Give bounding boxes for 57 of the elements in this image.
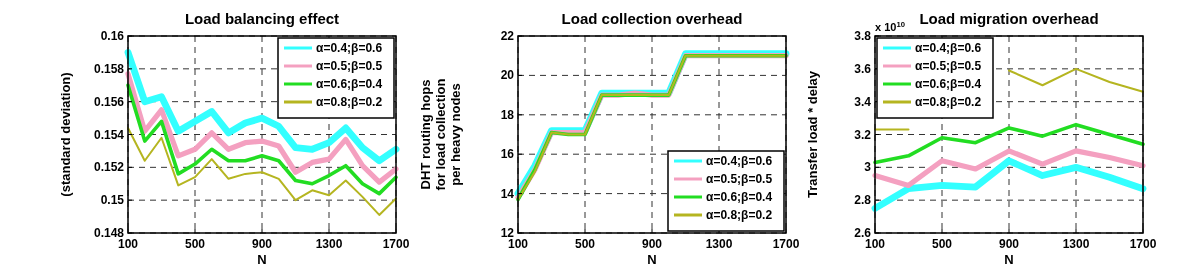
legend-label: α=0.5;β=0.5	[316, 59, 383, 73]
chart-title: Load balancing effect	[184, 10, 340, 27]
x-tick-label: 100	[507, 237, 529, 251]
text: x 10$^{10}$	[875, 19, 905, 33]
y-tick-label: 3	[864, 160, 872, 175]
y-tick-label: 3.6	[854, 61, 872, 76]
x-axis-title: N	[1004, 252, 1014, 267]
legend-label: α=0.6;β=0.4	[915, 77, 982, 91]
y-tick-label: 0.152	[93, 160, 125, 175]
y-tick-label: 16	[500, 147, 515, 162]
x-tick-label: 1700	[772, 237, 800, 251]
x-tick-label: 1700	[1129, 237, 1157, 251]
legend-label: α=0.4;β=0.6	[706, 154, 773, 168]
y-tick-label: 3.4	[854, 94, 872, 109]
y-tick-label: 3.8	[854, 29, 872, 43]
x-tick-label: 100	[864, 237, 886, 251]
x-tick-label: 1300	[1062, 237, 1090, 251]
x-tick-label: 100	[117, 237, 139, 251]
legend-label: α=0.8;β=0.2	[316, 95, 383, 109]
chart-title: Load collection overhead	[561, 10, 743, 27]
x-tick-label: 1700	[382, 237, 410, 251]
y-tick-label: 14	[500, 186, 515, 201]
x-tick-label: 900	[251, 237, 273, 251]
legend-label: α=0.5;β=0.5	[915, 59, 982, 73]
legend-label: α=0.6;β=0.4	[706, 190, 773, 204]
x-axis-title: N	[647, 252, 657, 267]
y-tick-label: 0.16	[100, 29, 125, 43]
x-axis-title: N	[257, 252, 267, 267]
y-tick-label: 0.158	[93, 61, 125, 76]
legend-label: α=0.4;β=0.6	[915, 41, 982, 55]
legend-label: α=0.6;β=0.4	[316, 77, 383, 91]
y-tick-label: 2.6	[854, 226, 872, 240]
legend-label: α=0.8;β=0.2	[706, 208, 773, 222]
chart-title: Load migration overhead	[919, 10, 1099, 27]
y-tick-label: 0.148	[93, 226, 125, 240]
y-tick-label: 22	[500, 29, 515, 43]
y-tick-label: 20	[500, 68, 515, 83]
legend-label: α=0.5;β=0.5	[706, 172, 773, 186]
x-tick-label: 900	[998, 237, 1020, 251]
y-tick-label: 12	[500, 226, 515, 240]
y-axis-title: (standard deviation)	[58, 72, 73, 197]
y-axis-title: Transfer load * delay	[805, 70, 820, 199]
x-tick-label: 500	[184, 237, 206, 251]
y-tick-label: 18	[500, 107, 515, 122]
x-tick-label: 900	[641, 237, 663, 251]
x-tick-label: 1300	[705, 237, 733, 251]
y-tick-label: 0.156	[93, 94, 125, 109]
y-tick-label: 0.154	[93, 127, 125, 142]
legend-label: α=0.8;β=0.2	[915, 95, 982, 109]
x-tick-label: 500	[931, 237, 953, 251]
x-tick-label: 500	[574, 237, 596, 251]
y-axis-title: DHT routing hops for load collection per heavy nodes	[418, 78, 463, 191]
x-tick-label: 1300	[315, 237, 343, 251]
y-tick-label: 3.2	[854, 127, 872, 142]
y-tick-label: 2.8	[854, 193, 872, 208]
y-tick-label: 0.15	[100, 193, 125, 208]
legend-label: α=0.4;β=0.6	[316, 41, 383, 55]
